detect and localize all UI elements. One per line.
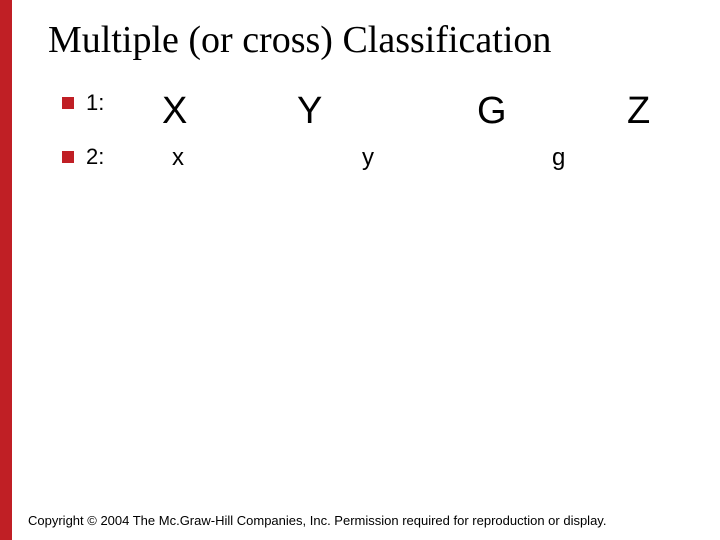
bullet-icon — [62, 97, 74, 109]
row-2: 2: x y g — [62, 144, 682, 170]
row-1: 1: X Y G Z — [62, 90, 682, 116]
sidebar-accent — [0, 0, 12, 540]
row-1-item-a: X — [162, 90, 187, 133]
row-2-item-b: y — [362, 144, 374, 172]
row-2-item-c: g — [552, 144, 565, 172]
row-1-label: 1: — [86, 90, 104, 116]
row-1-item-b: Y — [297, 90, 322, 133]
copyright-footer: Copyright © 2004 The Mc.Graw-Hill Compan… — [28, 513, 606, 528]
row-1-item-d: Z — [627, 90, 650, 133]
row-2-label: 2: — [86, 144, 104, 170]
bullet-icon — [62, 151, 74, 163]
slide-title: Multiple (or cross) Classification — [48, 18, 551, 62]
row-2-item-a: x — [172, 144, 184, 172]
row-1-item-c: G — [477, 90, 507, 133]
